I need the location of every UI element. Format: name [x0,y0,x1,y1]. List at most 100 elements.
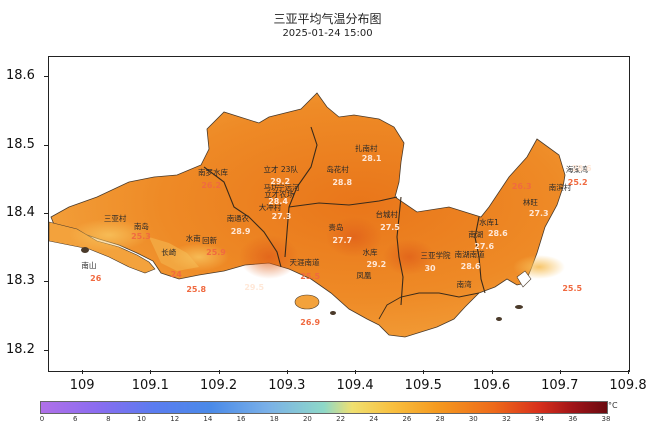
colorbar-tick-label: 36 [568,415,578,423]
y-tick-mark [44,76,48,78]
temperature-colorbar [40,401,608,414]
temperature-value: 25.2 [567,178,588,188]
place-label: 扎南村 [354,143,378,153]
temperature-value: 25.5 [562,284,583,294]
place-label: 水南 [185,233,201,243]
x-tick-mark [628,370,629,374]
temperature-value: 25.9 [206,247,226,257]
district-boundary [203,166,282,268]
x-tick-mark [423,370,425,374]
place-label: 南湾 [456,279,472,289]
temperature-value: 29.2 [366,260,387,270]
place-label: 宁远河 [277,183,300,193]
district-boundary [288,196,398,208]
place-label: 大冲村 [258,203,282,213]
x-tick-mark [218,370,220,374]
place-label: 水库1 [479,218,499,228]
place-label: 贵岛 [328,222,344,232]
place-label: 南湖南道 [454,249,485,259]
map-subtitle: 2025-01-24 15:00 [282,28,373,39]
place-label: 马坊 [263,183,279,193]
x-tick-mark [559,370,561,374]
place-label: 南滨村 [548,182,572,192]
colorbar-tick-label: 18 [269,415,279,423]
warm-area [383,239,435,275]
place-label: 南通农 [226,214,250,224]
colorbar-tick-label: 30 [468,415,478,423]
place-label: 天涯南道 [289,257,320,267]
temperature-value: 27.3 [271,211,292,221]
place-label: 台城村 [375,210,398,219]
x-tick-mark [491,370,493,374]
temperature-map [49,92,566,338]
temperature-value: 24 [170,270,182,280]
temperature-value: 28.1 [361,154,382,164]
lake [516,270,532,288]
cool-area [169,243,229,271]
colorbar-tick-label: 14 [203,415,213,423]
x-tick-mark [150,370,152,374]
place-label: 回新 [202,235,218,245]
district-boundary [378,292,480,320]
x-tick-label: 109.1 [131,378,169,393]
district-boundary [284,126,318,258]
temperature-value: 28.6 [460,261,481,271]
colorbar-tick-label: 6 [72,415,78,423]
place-label: 水库 [362,247,378,257]
temperature-value: 25.3 [131,231,151,241]
place-label: 岛花村 [326,164,349,174]
colorbar-tick-label: 26 [402,415,412,423]
x-tick-label: 109.2 [199,378,238,393]
place-label: 南罗水库 [198,167,229,177]
temperature-value: 29.2 [270,176,291,186]
colorbar-tick-label: 22 [336,415,346,423]
district-boundary [474,216,486,294]
x-tick-label: 109.5 [404,378,442,393]
temperature-value: 25.8 [186,285,207,295]
colorbar-tick-label: 28 [435,415,445,423]
map-plot-area: 南罗水库 立才 23队 扎南村 岛花村 马坊 宁远河 三亚村 南岛 南山 水南 长崎 回新 南通农 大冲村… [48,56,630,372]
place-label: 海棠湾 [565,164,589,174]
colorbar-tick-label: 12 [170,415,180,423]
y-tick-label: 18.6 [6,68,35,84]
temperature-value: 28.4 [268,196,288,206]
place-label: 立才农场 [264,189,295,199]
place-label: 凤凰 [356,271,372,281]
colorbar-tick-label: 32 [502,415,511,423]
island [330,311,336,315]
temperature-value: 26.9 [300,318,321,328]
colorbar-unit: °C [608,401,618,410]
y-tick-mark [44,349,48,351]
y-tick-mark [44,213,48,214]
colorbar-tick-label: 16 [236,415,246,423]
warm-area [239,235,299,279]
y-tick-label: 18.2 [6,341,35,357]
y-tick-label: 18.3 [6,273,35,289]
colorbar-tick-label: 8 [106,415,111,423]
x-tick-label: 109 [69,378,95,393]
colorbar-tick-label: 10 [137,415,146,423]
temperature-value: 26.2 [201,181,222,190]
district-boundary [396,196,404,306]
y-tick-label: 18.5 [6,136,35,152]
place-label: 长崎 [161,248,177,258]
land-region [50,92,566,338]
x-tick-label: 109.4 [336,378,374,393]
temperature-value: 26 [90,273,102,283]
map-title: 三亚平均气温分布图 [273,12,382,26]
place-label: 立才 23队 [263,164,298,174]
colorbar-tick-label: 24 [369,415,379,423]
island [515,305,523,309]
island [496,317,502,321]
x-tick-mark [82,370,84,374]
colorbar-tick-label: 38 [601,415,611,423]
colorbar-tick-label: 34 [535,415,545,423]
temperature-value: 28.9 [230,226,251,236]
island [294,294,320,310]
colorbar-tick-label: 20 [302,415,312,423]
x-tick-label: 109.7 [541,378,579,393]
temperature-value: 28.6 [487,229,508,239]
place-label: 南岛 [133,222,149,232]
place-label: 三亚学院 [420,250,451,260]
temperature-value: 27.6 [474,241,495,251]
